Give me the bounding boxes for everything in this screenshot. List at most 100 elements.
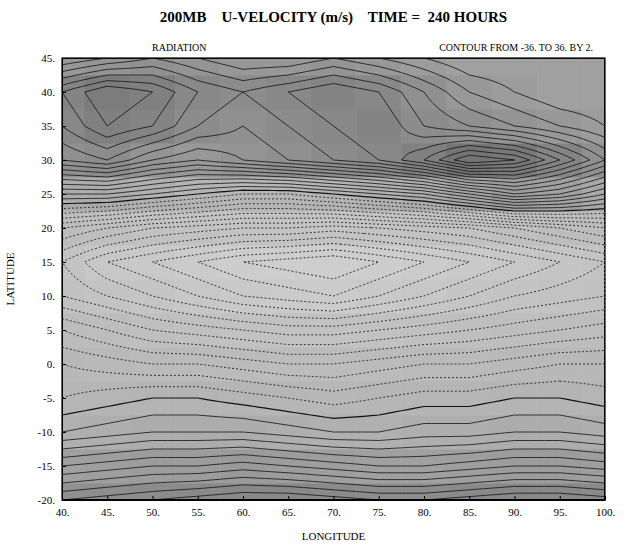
tick-label: 30. — [41, 154, 55, 166]
cell — [62, 381, 85, 416]
tick-label: 90. — [508, 506, 522, 518]
tick: 55. — [191, 496, 205, 518]
contour-line — [62, 58, 605, 500]
tick: 30. — [41, 154, 66, 166]
tick-mark — [153, 496, 154, 500]
cell — [582, 313, 605, 348]
contour-line — [62, 58, 605, 500]
tick-label: 40. — [56, 506, 70, 518]
cell — [62, 143, 85, 178]
cell — [62, 245, 85, 280]
tick-label: 45. — [41, 52, 55, 64]
cell — [582, 211, 605, 246]
cell — [582, 483, 605, 500]
cell — [537, 58, 583, 76]
y-axis-title: LATITUDE — [4, 252, 16, 305]
tick-label: 20. — [41, 222, 55, 234]
contour-lines — [62, 58, 605, 500]
cell — [356, 245, 402, 280]
tick: -10. — [38, 426, 66, 438]
tick-label: 85. — [463, 506, 477, 518]
plot-area — [62, 58, 605, 500]
tick-mark — [288, 496, 289, 500]
x-axis: 40.45.50.55.60.65.70.75.80.85.90.95.100. — [56, 496, 616, 518]
cell — [220, 177, 266, 212]
cell — [401, 381, 447, 416]
cell — [85, 381, 131, 416]
contour-line — [62, 58, 605, 500]
contour-line — [62, 58, 605, 500]
tick: 100. — [596, 496, 616, 518]
contour-line — [62, 58, 605, 500]
cell — [220, 313, 266, 348]
contour-line — [62, 58, 605, 500]
tick-mark — [62, 364, 66, 365]
cell — [447, 58, 493, 76]
tick-label: 95. — [553, 506, 567, 518]
tick-mark — [379, 496, 380, 500]
cell — [492, 483, 538, 500]
contour-line — [62, 81, 560, 172]
tick-mark — [560, 496, 561, 500]
cell — [401, 313, 447, 348]
cells — [62, 58, 605, 500]
cell — [447, 381, 493, 416]
tick-mark — [605, 496, 606, 500]
tick: 80. — [418, 496, 432, 518]
tick-mark — [62, 466, 66, 467]
cell — [356, 109, 402, 144]
tick-label: 40. — [41, 86, 55, 98]
cell — [220, 381, 266, 416]
cell — [447, 245, 493, 280]
tick-label: 50. — [146, 506, 160, 518]
contour-line — [62, 58, 605, 500]
tick-label: 70. — [327, 506, 341, 518]
contour-line — [62, 58, 605, 500]
contour-line — [62, 58, 605, 500]
tick-label: 15. — [41, 256, 55, 268]
tick-label: 25. — [41, 188, 55, 200]
tick: 65. — [282, 496, 296, 518]
tick: 45. — [41, 52, 66, 64]
tick-label: 100. — [596, 506, 616, 518]
cell — [356, 211, 402, 246]
tick-label: 0. — [47, 358, 56, 370]
cell — [492, 58, 538, 76]
tick-label: 55. — [191, 506, 205, 518]
tick-mark — [62, 432, 66, 433]
tick-mark — [198, 496, 199, 500]
tick-mark — [469, 496, 470, 500]
tick-mark — [62, 330, 66, 331]
cell — [492, 347, 538, 382]
contour-line — [62, 58, 605, 500]
tick-label: 10. — [41, 290, 55, 302]
contour-line — [62, 58, 605, 500]
cell — [130, 279, 176, 314]
cell — [492, 313, 538, 348]
tick: -15. — [38, 460, 66, 472]
tick-mark — [62, 296, 66, 297]
cell — [311, 75, 357, 110]
cell — [130, 211, 176, 246]
tick-mark — [243, 496, 244, 500]
tick: 15. — [41, 256, 66, 268]
cell — [311, 381, 357, 416]
cell — [537, 313, 583, 348]
cell — [582, 347, 605, 382]
tick: 50. — [146, 496, 160, 518]
tick: 45. — [101, 496, 115, 518]
axis-line — [62, 59, 63, 501]
x-axis-title: LONGITUDE — [302, 530, 366, 542]
cell — [311, 211, 357, 246]
cell — [62, 449, 85, 484]
cell — [401, 58, 447, 76]
tick-mark — [515, 496, 516, 500]
cell — [311, 449, 357, 484]
cell — [582, 381, 605, 416]
tick-label: -10. — [38, 426, 56, 438]
subtitle: RADIATION — [152, 42, 206, 53]
cell — [62, 279, 85, 314]
cell — [62, 415, 85, 450]
tick-label: 35. — [41, 120, 55, 132]
tick-label: 60. — [237, 506, 251, 518]
